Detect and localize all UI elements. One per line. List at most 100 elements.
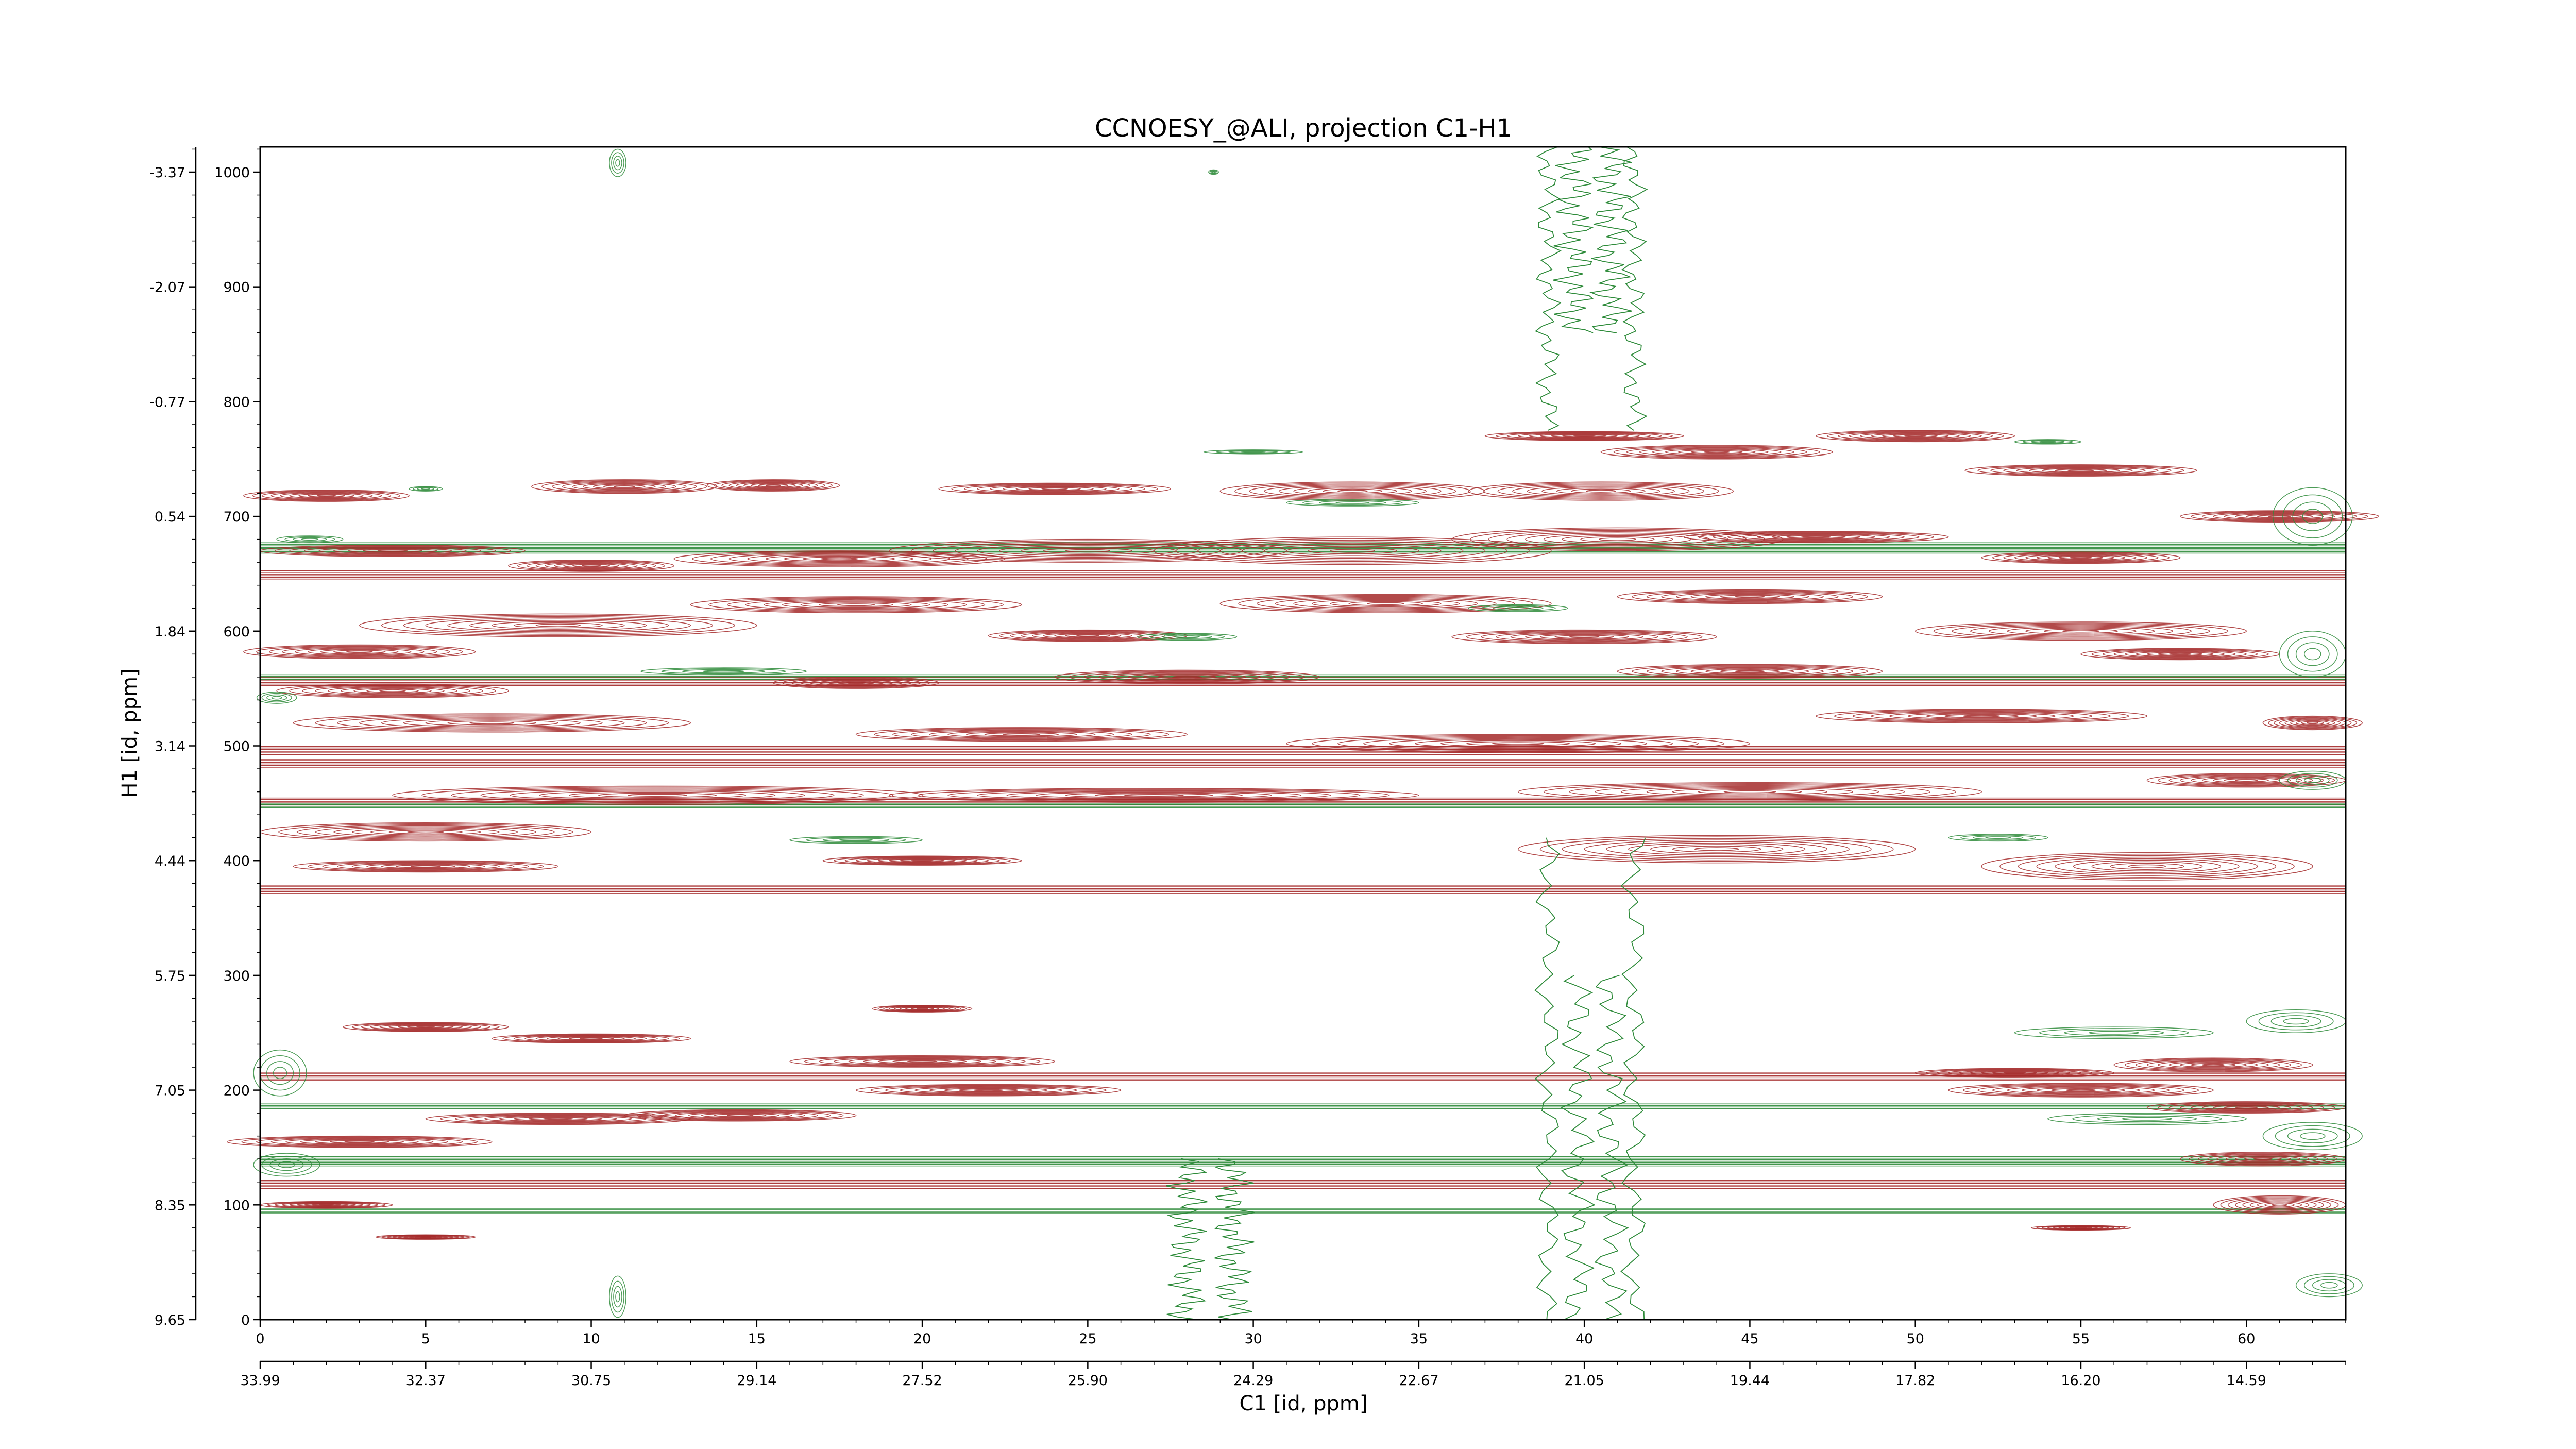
- positive-contour: [1617, 664, 1883, 679]
- positive-peak: [872, 1005, 973, 1013]
- positive-contour: [947, 731, 1096, 738]
- negative-contour: [615, 159, 620, 167]
- positive-contour: [366, 863, 485, 870]
- positive-contour: [2055, 858, 2240, 874]
- positive-contour: [2201, 1104, 2291, 1110]
- positive-contour: [1065, 793, 1243, 798]
- positive-contour: [243, 490, 410, 502]
- negative-contour: [1302, 499, 1403, 506]
- negative-column: [1589, 146, 1632, 333]
- positive-contour: [782, 600, 930, 609]
- positive-contour: [1646, 787, 1854, 797]
- positive-contour: [285, 1138, 434, 1145]
- positive-contour: [492, 621, 625, 630]
- y-tick-label: 400: [223, 853, 250, 869]
- negative-peak: [276, 535, 344, 544]
- negative-contour: [2287, 773, 2338, 788]
- positive-contour: [2003, 466, 2159, 475]
- negative-band: [260, 674, 2346, 680]
- positive-contour: [947, 789, 1361, 801]
- positive-contour: [2201, 511, 2358, 521]
- negative-contour: [2303, 778, 2321, 783]
- positive-contour: [673, 550, 1006, 567]
- negative-peak: [789, 836, 923, 844]
- positive-contour: [1468, 481, 1734, 501]
- positive-contour: [416, 1026, 435, 1028]
- positive-contour: [819, 602, 893, 607]
- positive-contour: [280, 492, 373, 499]
- positive-contour: [318, 547, 467, 554]
- positive-contour: [1690, 593, 1809, 600]
- positive-contour: [1484, 431, 1684, 441]
- positive-contour: [1440, 740, 1596, 747]
- negative-contour: [253, 1049, 307, 1097]
- positive-contour: [2136, 1059, 2291, 1071]
- positive-contour: [675, 1111, 805, 1119]
- positive-contour: [580, 1037, 603, 1040]
- positive-contour: [535, 561, 647, 570]
- positive-contour: [370, 1023, 482, 1031]
- positive-contour: [1517, 782, 1982, 802]
- negative-peak: [2246, 1009, 2346, 1033]
- positive-contour: [1672, 846, 1761, 853]
- positive-contour: [508, 559, 674, 572]
- positive-peak: [822, 855, 1022, 866]
- positive-contour: [308, 861, 544, 872]
- positive-contour: [381, 717, 603, 729]
- positive-contour: [1952, 624, 2210, 639]
- positive-contour: [1981, 852, 2313, 881]
- x-tick-label: 25: [1079, 1331, 1096, 1347]
- negative-peak: [2014, 439, 2081, 445]
- positive-contour: [1690, 668, 1809, 675]
- positive-contour: [1539, 433, 1629, 439]
- positive-contour: [1094, 793, 1213, 797]
- positive-contour: [2113, 650, 2247, 659]
- negative-contour: [266, 694, 287, 701]
- positive-contour: [958, 1088, 1019, 1092]
- positive-contour: [889, 858, 956, 863]
- positive-contour: [889, 788, 1419, 803]
- negative-contour: [609, 1275, 626, 1318]
- positive-contour: [293, 860, 559, 873]
- positive-contour: [855, 1084, 1122, 1097]
- positive-contour: [977, 790, 1331, 800]
- positive-contour: [1032, 632, 1144, 639]
- positive-contour: [726, 598, 986, 612]
- x-tick-label: 20: [913, 1331, 931, 1347]
- positive-contour: [2069, 557, 2093, 559]
- positive-band: [260, 1180, 2346, 1189]
- positive-peak: [1981, 852, 2313, 881]
- positive-contour: [690, 596, 1022, 613]
- negative-peak: [2279, 631, 2346, 678]
- positive-contour: [885, 1085, 1092, 1096]
- positive-contour: [1661, 666, 1839, 677]
- positive-contour: [1626, 446, 1807, 458]
- positive-contour: [745, 599, 967, 611]
- positive-contour: [1771, 534, 1861, 540]
- positive-contour: [1249, 483, 1456, 499]
- positive-contour: [1720, 595, 1780, 599]
- positive-contour: [296, 824, 555, 840]
- positive-contour: [1713, 532, 1920, 542]
- positive-contour: [562, 481, 687, 492]
- positive-contour: [1527, 485, 1675, 497]
- positive-contour: [1043, 548, 1132, 554]
- negative-contour: [2275, 1125, 2350, 1147]
- positive-contour: [1990, 465, 2172, 476]
- positive-contour: [1517, 432, 1651, 440]
- positive-peak: [1451, 629, 1717, 645]
- x-ppm-tick-label: 25.90: [1068, 1373, 1108, 1389]
- positive-contour: [1852, 710, 2111, 722]
- positive-contour: [822, 855, 1022, 866]
- negative-contour: [2089, 1031, 2140, 1035]
- positive-contour: [1003, 485, 1107, 492]
- positive-contour: [804, 1056, 1041, 1067]
- negative-contour: [253, 1153, 320, 1177]
- positive-contour: [1933, 622, 2229, 640]
- positive-contour: [951, 483, 1158, 495]
- positive-contour: [513, 622, 603, 629]
- positive-contour: [315, 685, 470, 696]
- positive-contour: [1219, 541, 1486, 561]
- negative-column: [1534, 837, 1560, 1320]
- negative-peak: [2295, 1273, 2363, 1298]
